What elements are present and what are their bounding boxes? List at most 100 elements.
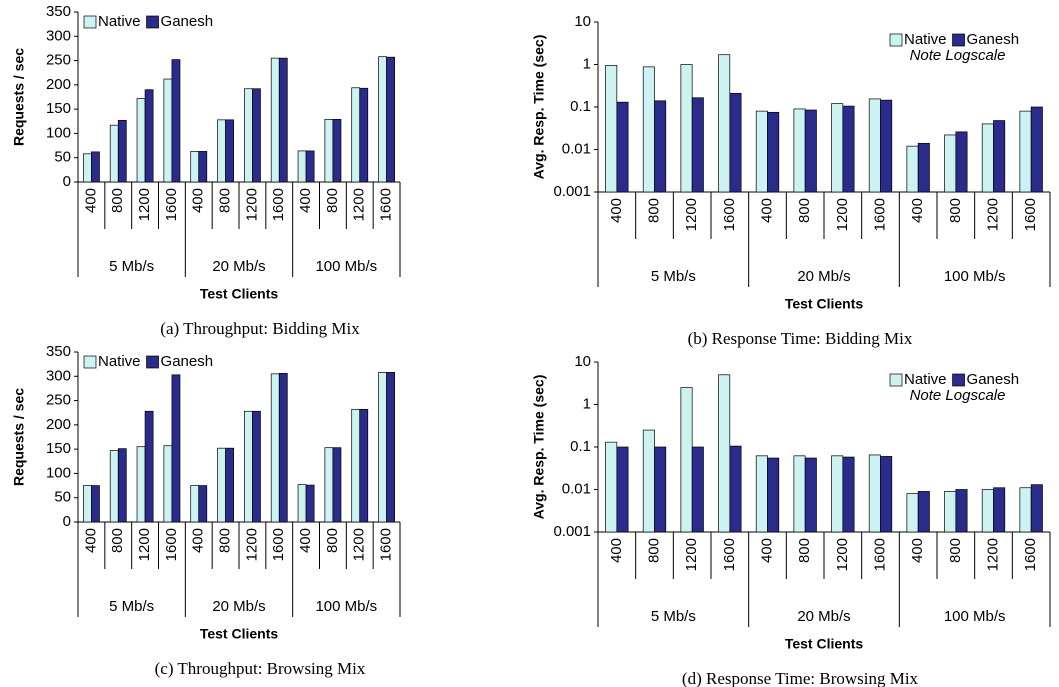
x-tick-label: 1200 xyxy=(984,538,1001,571)
bar xyxy=(198,485,208,523)
legend-label: Ganesh xyxy=(967,31,1020,48)
bar xyxy=(755,110,768,193)
y-tick-label: 200 xyxy=(46,76,71,93)
x-tick-label: 800 xyxy=(109,528,126,553)
x-tick-label: 800 xyxy=(109,188,126,213)
legend-label: Native xyxy=(904,31,947,48)
bar xyxy=(278,57,288,183)
bar xyxy=(225,447,234,523)
x-tick-label: 1200 xyxy=(136,528,153,561)
bar xyxy=(842,105,855,193)
x-tick-label: 1600 xyxy=(871,538,888,571)
bar xyxy=(917,142,930,193)
bar xyxy=(1019,110,1032,193)
bar xyxy=(171,59,181,183)
bar xyxy=(767,457,780,533)
x-axis-label: Test Clients xyxy=(785,296,864,312)
x-tick-label: 1200 xyxy=(243,528,260,561)
bar xyxy=(83,485,92,523)
y-tick-label: 0.001 xyxy=(553,183,591,200)
bar xyxy=(718,54,731,193)
bar xyxy=(378,372,387,523)
x-tick-label: 1200 xyxy=(683,198,700,231)
bar xyxy=(144,410,154,523)
x-tick-label: 1600 xyxy=(1022,198,1039,231)
x-axis-label: Test Clients xyxy=(200,286,279,302)
legend-swatch xyxy=(83,15,97,29)
x-tick-label: 1200 xyxy=(351,528,368,561)
x-tick-label: 1200 xyxy=(834,538,851,571)
group-label: 5 Mb/s xyxy=(651,608,696,625)
y-tick-label: 250 xyxy=(46,52,71,69)
bar xyxy=(616,446,629,533)
bar xyxy=(804,109,817,193)
y-tick-label: 300 xyxy=(46,367,71,384)
bar xyxy=(297,484,307,523)
bar xyxy=(616,101,629,193)
x-tick-label: 1600 xyxy=(721,198,738,231)
x-tick-label: 1200 xyxy=(834,198,851,231)
bar xyxy=(359,408,369,523)
x-tick-label: 400 xyxy=(608,198,625,223)
x-tick-label: 1200 xyxy=(683,538,700,571)
legend-label: Native xyxy=(904,371,947,388)
bar xyxy=(868,98,881,193)
caption: (d) Response Time: Browsing Mix xyxy=(682,669,919,687)
legend-swatch xyxy=(952,373,965,387)
bar xyxy=(1030,484,1043,533)
x-tick-label: 1600 xyxy=(1022,538,1039,571)
caption: (b) Response Time: Bidding Mix xyxy=(688,329,913,348)
y-tick-label: 150 xyxy=(46,100,71,117)
bar xyxy=(793,108,806,193)
bar xyxy=(880,99,893,193)
bar xyxy=(981,123,994,193)
x-tick-label: 800 xyxy=(324,188,341,213)
y-tick-label: 1 xyxy=(583,395,591,412)
x-tick-label: 1600 xyxy=(721,538,738,571)
y-tick-label: 0 xyxy=(63,173,71,190)
x-tick-label: 400 xyxy=(909,538,926,563)
bar xyxy=(642,429,655,533)
bar xyxy=(386,56,395,183)
x-tick-label: 400 xyxy=(190,528,207,553)
x-axis-label: Test Clients xyxy=(785,636,864,652)
x-axis-label: Test Clients xyxy=(200,626,279,642)
x-tick-label: 800 xyxy=(947,198,964,223)
y-tick-label: 10 xyxy=(574,13,591,30)
x-tick-label: 1600 xyxy=(378,528,395,561)
annotation: Note Logscale xyxy=(910,47,1006,64)
bar xyxy=(955,131,968,193)
legend-label: Ganesh xyxy=(161,353,214,370)
y-tick-label: 0.1 xyxy=(570,438,591,455)
bar xyxy=(297,150,307,183)
x-tick-label: 800 xyxy=(217,528,234,553)
bar xyxy=(993,120,1006,193)
y-axis-label: Requests / sec xyxy=(11,48,27,146)
group-label: 5 Mb/s xyxy=(109,258,154,275)
annotation: Note Logscale xyxy=(910,387,1006,404)
bar xyxy=(831,455,844,533)
bar xyxy=(163,445,173,523)
bar xyxy=(351,87,361,183)
x-tick-label: 400 xyxy=(608,538,625,563)
x-tick-label: 1600 xyxy=(163,188,180,221)
bar xyxy=(91,485,100,523)
y-tick-label: 100 xyxy=(46,124,71,141)
x-tick-label: 800 xyxy=(324,528,341,553)
bar xyxy=(305,150,315,183)
bar xyxy=(1030,106,1043,193)
bar xyxy=(252,410,261,523)
bar xyxy=(842,456,855,533)
bar xyxy=(981,489,994,533)
y-tick-label: 0.01 xyxy=(562,140,591,157)
bar xyxy=(944,491,957,533)
y-tick-label: 0 xyxy=(63,513,71,530)
bar xyxy=(906,145,919,193)
bar xyxy=(793,455,806,533)
bar xyxy=(880,456,893,533)
bar xyxy=(332,118,342,183)
x-tick-label: 1200 xyxy=(136,188,153,221)
bar xyxy=(324,447,334,523)
bar xyxy=(244,410,253,523)
x-tick-label: 400 xyxy=(82,188,99,213)
